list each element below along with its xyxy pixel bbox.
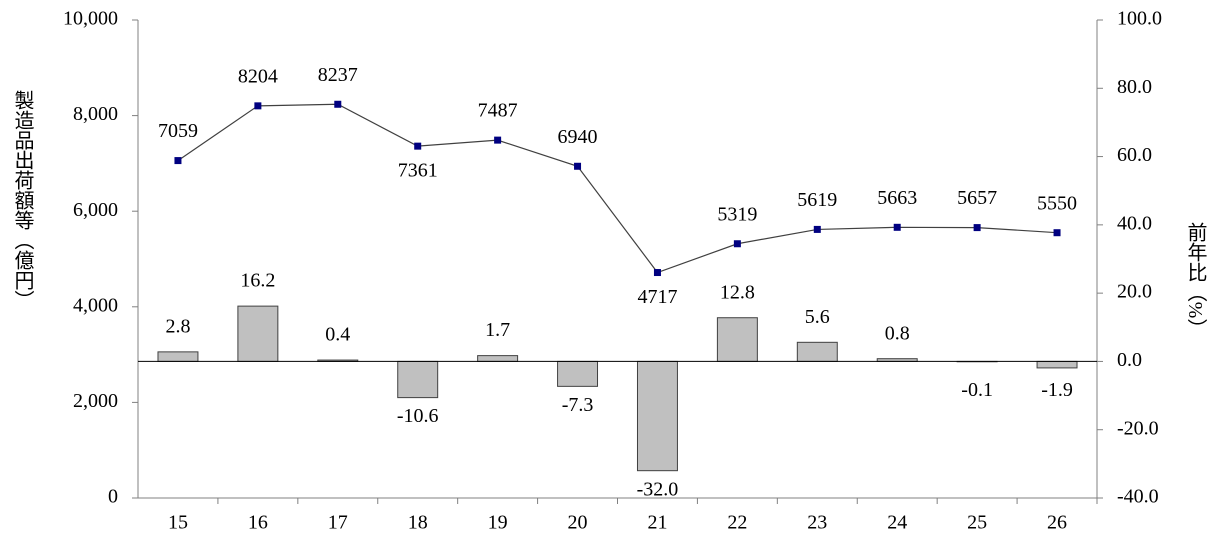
bar-value-label: 0.4 [325,324,350,346]
y-tick-label: 2,000 [73,390,118,412]
x-tick-label: 19 [488,512,508,534]
x-tick-label: 18 [408,512,428,534]
bar [1036,360,1078,369]
x-tick-label: 24 [887,512,907,534]
bar [237,305,279,362]
bar-value-label: 12.8 [720,281,755,303]
line-value-label: 7059 [158,120,198,142]
x-tick-label: 16 [248,512,268,534]
line-value-label: 5657 [957,187,997,209]
x-tick-label: 23 [807,512,827,534]
x-tick-label: 21 [647,512,667,534]
marker [893,223,901,231]
y-tick-label: 10,000 [63,8,118,30]
y2-tick-label: 100.0 [1117,8,1162,30]
x-tick-label: 17 [328,512,348,534]
y-tick-label: 8,000 [73,103,118,125]
marker [254,102,262,110]
bar [796,341,838,362]
y2-tick-label: 0.0 [1117,349,1142,371]
marker [653,269,661,277]
y2-tick-label: 40.0 [1117,212,1152,234]
marker [733,240,741,248]
bar-value-label: 2.8 [165,315,190,337]
bar-value-label: -10.6 [397,405,439,427]
marker [414,142,422,150]
bar-value-label: -1.9 [1041,379,1073,401]
x-tick-label: 15 [168,512,188,534]
bar-value-label: 5.6 [805,306,830,328]
y-tick-label: 4,000 [73,294,118,316]
bar [716,317,758,362]
line [177,103,1058,274]
y2-tick-label: 60.0 [1117,144,1152,166]
x-tick-label: 26 [1047,512,1067,534]
line-value-label: 5663 [877,187,917,209]
bar-value-label: 1.7 [485,319,510,341]
bar-value-label: -32.0 [637,478,679,500]
bar [636,360,678,472]
line-value-label: 8237 [318,64,358,86]
bar-value-label: -0.1 [961,379,993,401]
y2-tick-label: 20.0 [1117,281,1152,303]
line-value-label: 7487 [478,100,518,122]
x-tick-label: 22 [727,512,747,534]
y2-tick-label: 80.0 [1117,76,1152,98]
marker [1053,229,1061,237]
y2-axis-title: 前年比（%） [1184,221,1207,338]
line-value-label: 5619 [797,189,837,211]
y2-tick-label: -40.0 [1117,486,1159,508]
line-value-label: 5319 [717,203,757,225]
line-value-label: 7361 [398,160,438,182]
bar-value-label: -7.3 [562,394,594,416]
bar-value-label: 0.8 [885,322,910,344]
bar [397,360,439,399]
bar [477,355,519,362]
marker [174,157,182,165]
marker [813,225,821,233]
marker [973,224,981,232]
x-tick-label: 25 [967,512,987,534]
y2-tick-label: -20.0 [1117,417,1159,439]
bar [157,351,199,362]
y-tick-label: 0 [108,486,118,508]
x-tick-label: 20 [568,512,588,534]
y-tick-label: 6,000 [73,199,118,221]
line-value-label: 6940 [558,126,598,148]
bar [557,360,599,387]
marker [574,162,582,170]
line-value-label: 4717 [637,286,677,308]
line-value-label: 8204 [238,65,278,87]
y-axis-title: 製造品出荷額等（億円） [11,90,34,310]
line-value-label: 5550 [1037,192,1077,214]
bar-value-label: 16.2 [240,270,275,292]
marker [334,100,342,108]
marker [494,136,502,144]
